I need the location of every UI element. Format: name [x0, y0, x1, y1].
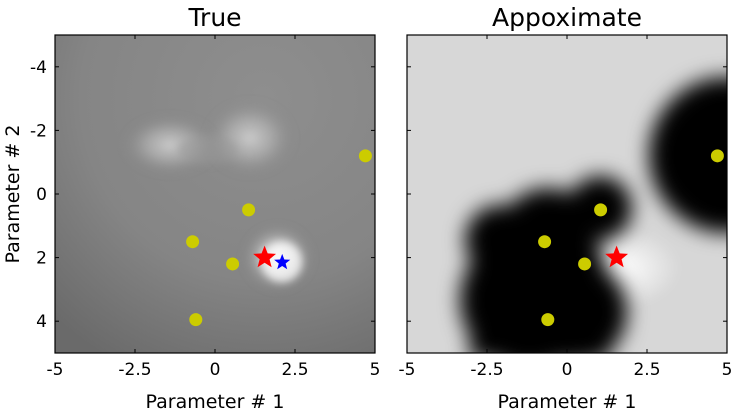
- ticks-approximate: -5 -2.5 0 2.5 5: [399, 35, 732, 380]
- y-tick-label-true-1: -4: [30, 58, 47, 78]
- x-tick-label-true-2: -2.5: [118, 360, 151, 380]
- x-tick-label-approximate-4: 2.5: [633, 360, 660, 380]
- x-axis-label-approximate: Parameter # 1: [498, 391, 637, 413]
- x-axis-label-true: Parameter # 1: [146, 391, 285, 413]
- x-tick-label-true-3: 0: [210, 360, 221, 380]
- panel-true: -5 -2.5 0 2.5 5 -4 -2 0 2 4 True Parameter # 1 Pa…: [2, 3, 380, 413]
- blue-star-marker-true: [274, 253, 291, 270]
- red-star-marker-approximate: [605, 245, 629, 268]
- sample-point-true-5: [189, 313, 203, 327]
- sample-point-approximate-5: [541, 313, 555, 327]
- x-tick-label-true-1: -5: [47, 360, 64, 380]
- y-tick-label-true-4: 2: [36, 249, 47, 269]
- heatmap-approximate: [407, 35, 727, 353]
- sample-point-approximate-2: [594, 203, 608, 217]
- y-tick-label-true-3: 0: [36, 185, 47, 205]
- heatmap-true: [55, 35, 375, 353]
- y-axis-label-true: Parameter # 2: [2, 125, 24, 264]
- red-star-marker-true: [253, 245, 277, 268]
- y-tick-label-true-2: -2: [30, 121, 47, 141]
- y-tick-label-true-5: 4: [36, 312, 47, 332]
- x-tick-label-approximate-1: -5: [399, 360, 416, 380]
- sample-point-approximate-3: [538, 235, 552, 249]
- x-tick-label-true-5: 5: [370, 360, 381, 380]
- x-tick-label-approximate-5: 5: [722, 360, 732, 380]
- panel-approximate: -5 -2.5 0 2.5 5 Appoximate Parameter # 1: [399, 3, 732, 413]
- ticks-true: -5 -2.5 0 2.5 5 -4 -2 0 2 4: [30, 35, 380, 380]
- sample-point-approximate-4: [578, 257, 592, 271]
- sample-point-approximate-1: [710, 149, 724, 163]
- sample-point-true-2: [242, 203, 256, 217]
- x-tick-label-approximate-2: -2.5: [470, 360, 503, 380]
- x-tick-label-true-4: 2.5: [281, 360, 308, 380]
- sample-point-true-4: [226, 257, 240, 271]
- plot-title-true: True: [187, 3, 241, 32]
- x-tick-label-approximate-3: 0: [562, 360, 573, 380]
- plot-marks-true: [186, 149, 372, 327]
- plot-marks-approximate: [538, 149, 724, 327]
- sample-point-true-3: [186, 235, 200, 249]
- plot-title-approximate: Appoximate: [492, 3, 642, 32]
- sample-point-true-1: [358, 149, 372, 163]
